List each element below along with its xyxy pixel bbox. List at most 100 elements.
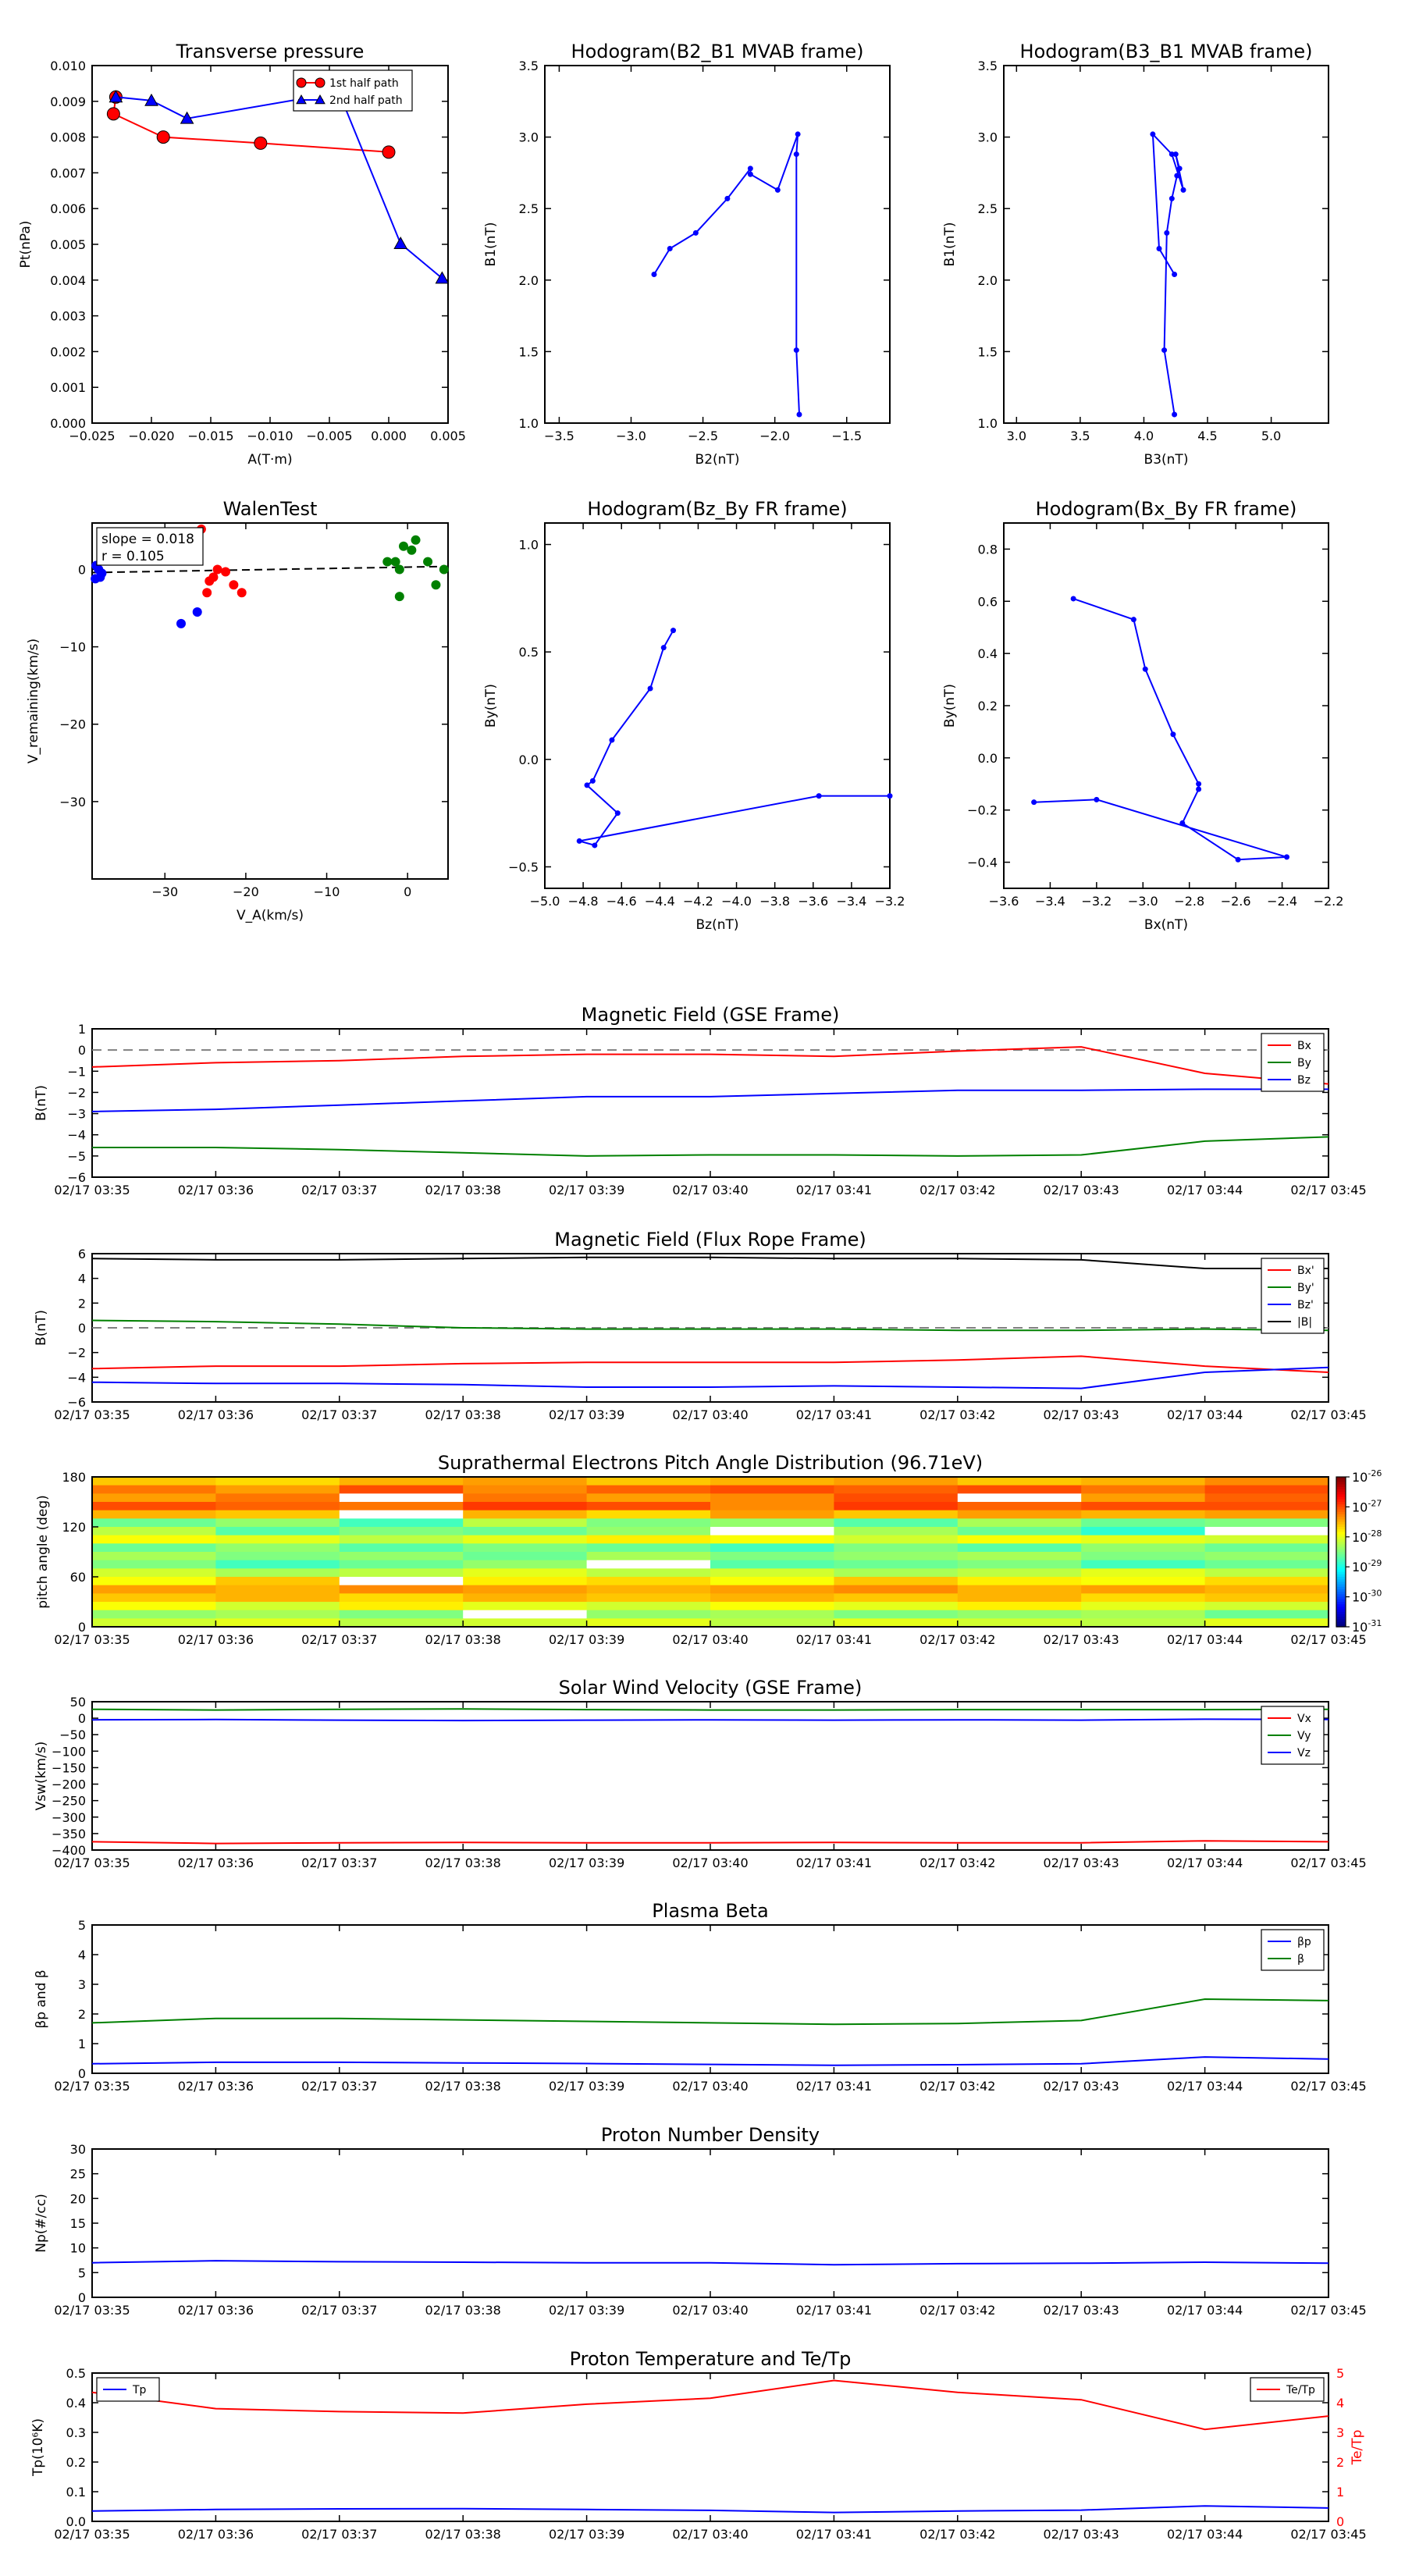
series-line: [653, 133, 800, 415]
x-tick-label: 02/17 03:39: [549, 1183, 624, 1197]
x-tick-label: 02/17 03:35: [54, 2079, 130, 2094]
x-tick-label: −3.8: [759, 894, 790, 909]
data-point: [1161, 347, 1168, 354]
x-tick-label: −3.5: [544, 429, 574, 443]
legend-label: Bx: [1297, 1040, 1311, 1052]
x-tick-label: 02/17 03:44: [1167, 1632, 1243, 1647]
x-axis-label: Bz(nT): [695, 917, 738, 933]
legend-marker: [315, 94, 325, 105]
data-point: [254, 136, 268, 150]
heatmap-cell: [1081, 1477, 1206, 1486]
heatmap-cell: [1081, 1485, 1206, 1494]
heatmap-cell: [834, 1552, 959, 1561]
heatmap-cell: [1204, 1485, 1329, 1494]
y-tick-label: −150: [52, 1760, 86, 1775]
y-tick-label: −50: [59, 1727, 86, 1742]
data-point: [1172, 151, 1179, 158]
series-line: [91, 1319, 1329, 1332]
colorbar-tick-label: 10-31: [1352, 1618, 1382, 1635]
x-tick-label: −2.2: [1314, 894, 1344, 909]
x-tick-label: 02/17 03:38: [425, 1856, 501, 1870]
heatmap-cell: [215, 1560, 340, 1569]
x-tick-label: −3.4: [836, 894, 866, 909]
heatmap-cell: [710, 1560, 834, 1569]
x-tick-label: 02/17 03:41: [796, 1632, 872, 1647]
y-tick-label: 0.1: [66, 2485, 86, 2500]
legend-marker: [296, 77, 307, 88]
colorbar-segment: [1336, 1619, 1346, 1623]
x-tick-label: −2.5: [688, 429, 718, 443]
heatmap-cell: [1081, 1568, 1206, 1578]
x-tick-label: 02/17 03:41: [796, 2527, 872, 2542]
heatmap-cell: [339, 1502, 464, 1511]
colorbar-tick-exponent: -28: [1368, 1528, 1382, 1539]
x-tick-label: 02/17 03:39: [549, 1632, 624, 1647]
heatmap-cell: [957, 1477, 1082, 1486]
data-point: [796, 411, 802, 418]
heatmap-cell: [92, 1602, 216, 1611]
y-axis-label: Np(#/cc): [34, 2194, 49, 2252]
heatmap-cell: [1081, 1535, 1206, 1544]
heatmap-cell: [463, 1577, 588, 1586]
y-tick-label: 0.001: [50, 380, 86, 395]
legend-label: β: [1297, 1953, 1304, 1966]
heatmap-cell: [1081, 1543, 1206, 1553]
series-line: [91, 1046, 1329, 1085]
y-tick-label: 50: [70, 1695, 86, 1710]
x-tick-label: −4.6: [606, 894, 637, 909]
chart-title: Proton Temperature and Te/Tp: [570, 2348, 852, 2370]
heatmap-cell: [92, 1485, 216, 1494]
data-point: [614, 810, 621, 817]
y-tick-label: 6: [78, 1247, 86, 1261]
colorbar-tick-exponent: -29: [1368, 1558, 1382, 1568]
colorbar-frame: [1336, 1476, 1346, 1628]
heatmap-cell: [215, 1477, 340, 1486]
data-point: [1174, 173, 1180, 179]
heatmap-cell: [1081, 1510, 1206, 1519]
data-point: [1235, 856, 1241, 863]
x-tick-label: −4.4: [645, 894, 675, 909]
y-tick-label: 15: [70, 2216, 86, 2231]
x-tick-label: 02/17 03:39: [549, 2303, 624, 2318]
data-point: [399, 541, 408, 551]
x-tick-label: 02/17 03:36: [178, 1183, 254, 1197]
colorbar-segment: [1336, 1536, 1346, 1540]
heatmap-cell: [957, 1552, 1082, 1561]
y-tick-label: 0.002: [50, 344, 86, 359]
x-tick-label: 02/17 03:38: [425, 2303, 501, 2318]
heatmap-cell: [710, 1585, 834, 1594]
x-tick-label: 02/17 03:40: [672, 1407, 748, 1422]
heatmap-cell: [957, 1618, 1082, 1628]
x-tick-label: 3.5: [1070, 429, 1090, 443]
data-point: [887, 793, 893, 799]
heatmap-cell: [1204, 1585, 1329, 1594]
x-tick-label: 02/17 03:35: [54, 1632, 130, 1647]
y-tick-label: −400: [52, 1843, 86, 1858]
heatmap-cell: [834, 1568, 959, 1578]
data-point: [393, 237, 408, 249]
legend-label: Bz': [1297, 1299, 1314, 1311]
legend-label: Vy: [1297, 1730, 1311, 1742]
colorbar-segment: [1336, 1534, 1346, 1538]
y-tick-label: 0.5: [66, 2366, 86, 2381]
y-tick-label: 0.000: [50, 416, 86, 431]
chart-title: Magnetic Field (GSE Frame): [582, 1004, 840, 1026]
heatmap-cell: [215, 1527, 340, 1536]
heatmap-cell: [586, 1477, 711, 1486]
data-point: [1170, 731, 1176, 738]
x-tick-label: −2.6: [1221, 894, 1251, 909]
y-tick-label: −1: [67, 1064, 86, 1079]
heatmap-cell: [834, 1502, 959, 1511]
x-tick-label: 02/17 03:41: [796, 2303, 872, 2318]
x-tick-label: 02/17 03:38: [425, 1632, 501, 1647]
x-tick-label: 02/17 03:42: [919, 1632, 995, 1647]
colorbar-segment: [1336, 1539, 1346, 1542]
data-point: [237, 588, 247, 598]
heatmap-cell: [1081, 1593, 1206, 1603]
chart-title: Proton Number Density: [601, 2124, 820, 2146]
heatmap-cell: [834, 1593, 959, 1603]
plot-frame: [91, 2372, 1329, 2522]
colorbar-tick-label: 10-29: [1352, 1558, 1382, 1574]
heatmap-cell: [586, 1527, 711, 1536]
colorbar-segment: [1336, 1504, 1346, 1507]
